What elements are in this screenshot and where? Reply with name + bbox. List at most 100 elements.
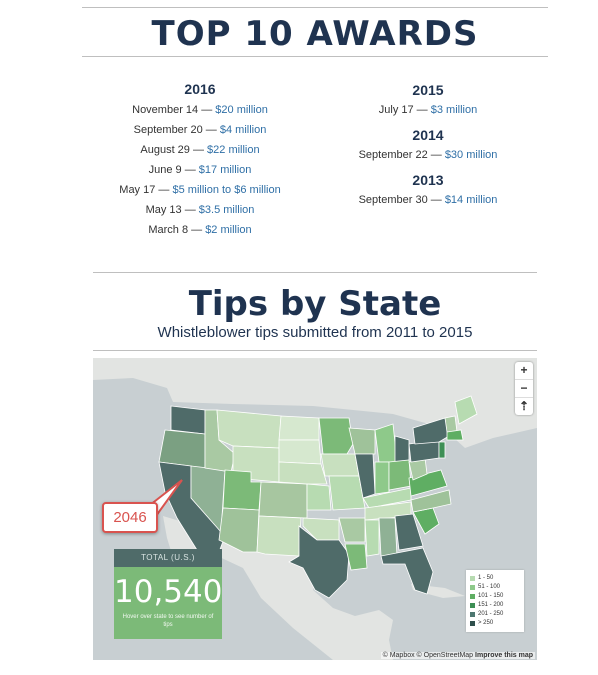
state-oregon[interactable] [158, 429, 206, 469]
state-north-dakota[interactable] [278, 415, 320, 441]
state-illinois[interactable] [354, 453, 376, 499]
zoom-in-button[interactable]: + [515, 362, 533, 380]
award-amount: $5 million to $6 million [172, 184, 281, 196]
state-louisiana[interactable] [344, 543, 368, 571]
canada-land [93, 358, 537, 448]
award-date: July 17 — [378, 104, 428, 116]
state-nebraska[interactable] [278, 461, 328, 485]
legend-item: 51 - 100 [470, 583, 520, 592]
legend-swatch [470, 576, 475, 581]
tips-title: Tips by State [188, 284, 442, 324]
award-date: November 14 — [132, 104, 213, 116]
state-ohio[interactable] [388, 459, 412, 491]
award-item: September 30 — $14 million [328, 194, 528, 206]
total-panel: TOTAL (U.S.) 10,540 Hover over state to … [114, 549, 222, 639]
award-item: June 9 — $17 million [100, 164, 300, 176]
state-montana[interactable] [216, 409, 282, 449]
award-date: June 9 — [148, 164, 196, 176]
award-date: September 22 — [358, 149, 442, 161]
award-amount: $20 million [215, 104, 268, 116]
total-value: 10,540 [114, 574, 223, 610]
state-michigan-upper[interactable] [374, 423, 398, 463]
year-heading: 2014 [412, 127, 444, 143]
legend-label: 151 - 200 [478, 602, 504, 608]
zoom-out-button[interactable]: − [515, 380, 533, 398]
state-kansas[interactable] [306, 483, 332, 511]
legend-item: > 250 [470, 619, 520, 628]
state-minnesota[interactable] [318, 417, 354, 455]
state-texas[interactable] [288, 525, 350, 599]
state-tip-callout: 2046 [102, 502, 158, 533]
legend-item: 1 - 50 [470, 574, 520, 583]
tips-map[interactable]: + − ⇡ TOTAL (U.S.) 10,540 Hover over sta… [93, 358, 537, 660]
year-heading-2016: 2016 [184, 81, 216, 97]
state-mississippi[interactable] [364, 519, 380, 557]
tips-divider [93, 350, 537, 351]
state-new-jersey[interactable] [438, 441, 446, 459]
award-amount: $30 million [444, 149, 498, 161]
award-amount: $4 million [219, 124, 267, 136]
state-colorado[interactable] [258, 481, 308, 519]
lake-superior [361, 416, 411, 430]
state-michigan[interactable] [394, 435, 410, 463]
legend-item: 151 - 200 [470, 601, 520, 610]
award-date: September 20 — [133, 124, 217, 136]
legend-swatch [470, 612, 475, 617]
state-arizona[interactable] [218, 507, 260, 553]
state-south-dakota[interactable] [278, 439, 322, 465]
legend-swatch [470, 621, 475, 626]
legend-label: 51 - 100 [478, 584, 501, 590]
us-states[interactable] [158, 395, 478, 599]
award-amount: $3.5 million [198, 204, 255, 216]
map-legend: 1 - 50 51 - 100 101 - 150 151 - 200 201 - 25… [466, 570, 524, 632]
top-divider [82, 7, 548, 8]
award-date: September 30 — [358, 194, 442, 206]
attribution-text[interactable]: © Mapbox © OpenStreetMap [382, 652, 474, 659]
award-amount: $22 million [207, 144, 260, 156]
state-alabama[interactable] [378, 517, 398, 557]
tips-subtitle: Whistleblower tips submitted from 2011 t… [157, 324, 473, 341]
compass-icon[interactable]: ⇡ [518, 399, 530, 413]
award-item: November 14 — $20 million [100, 104, 300, 116]
total-body: 10,540 Hover over state to see number of… [114, 567, 222, 639]
legend-item: 201 - 250 [470, 610, 520, 619]
award-item: August 29 — $22 million [100, 144, 300, 156]
year-heading: 2015 [412, 82, 444, 98]
state-north-carolina[interactable] [410, 489, 452, 513]
legend-label: > 250 [478, 620, 494, 626]
award-date: August 29 — [140, 144, 204, 156]
legend-swatch [470, 594, 475, 599]
state-new-york[interactable] [412, 417, 450, 445]
award-item: May 17 — $5 million to $6 million [100, 184, 300, 196]
state-iowa[interactable] [320, 453, 360, 477]
year-heading: 2013 [412, 172, 444, 188]
state-wisconsin[interactable] [348, 427, 376, 455]
award-amount: $17 million [198, 164, 252, 176]
award-item: September 22 — $30 million [328, 149, 528, 161]
state-massachusetts[interactable] [446, 429, 464, 441]
award-item: September 20 — $4 million [100, 124, 300, 136]
total-hint: Hover over state to see number of tips [122, 614, 214, 628]
award-date: May 17 — [119, 184, 170, 196]
state-indiana[interactable] [374, 461, 390, 495]
total-label: TOTAL (U.S.) [114, 549, 222, 567]
state-florida[interactable] [380, 547, 434, 595]
state-arkansas[interactable] [338, 517, 366, 543]
state-new-mexico[interactable] [256, 515, 302, 557]
state-georgia[interactable] [394, 513, 424, 551]
legend-swatch [470, 585, 475, 590]
state-vermont-nh[interactable] [444, 415, 458, 433]
map-zoom-controls: + − ⇡ [515, 362, 533, 415]
improve-map-link[interactable]: Improve this map [475, 652, 533, 659]
award-amount: $3 million [430, 104, 478, 116]
awards-title-divider [82, 56, 548, 57]
legend-label: 101 - 150 [478, 593, 504, 599]
state-washington[interactable] [170, 405, 206, 435]
legend-label: 1 - 50 [478, 575, 494, 581]
map-attribution: © Mapbox © OpenStreetMap Improve this ma… [380, 652, 535, 659]
awards-title: TOP 10 AWARDS [151, 14, 479, 54]
award-item: July 17 — $3 million [328, 104, 528, 116]
state-maine[interactable] [454, 395, 478, 425]
award-item: May 13 — $3.5 million [100, 204, 300, 216]
award-amount: $2 million [205, 224, 252, 236]
